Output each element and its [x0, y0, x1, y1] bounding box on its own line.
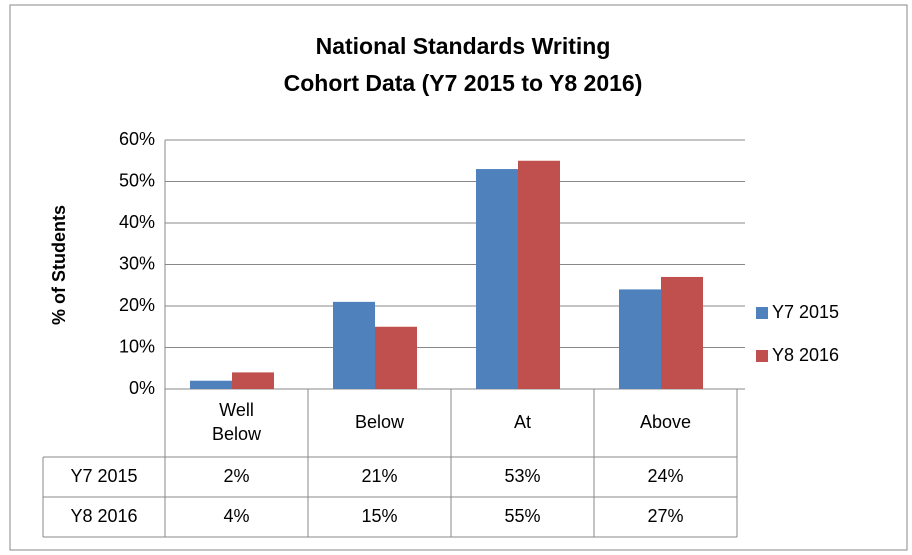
table-value: 15%	[361, 506, 397, 526]
table-value: 27%	[647, 506, 683, 526]
table-value: 53%	[504, 466, 540, 486]
legend-swatch	[756, 307, 768, 319]
y-tick-label: 30%	[119, 253, 155, 273]
table-value: 2%	[223, 466, 249, 486]
x-tick-label: Well Below	[212, 400, 262, 444]
y-tick-label: 0%	[129, 378, 155, 398]
bar	[476, 169, 518, 389]
bar	[232, 372, 274, 389]
y-tick-label: 50%	[119, 170, 155, 190]
legend-label: Y7 2015	[772, 302, 839, 322]
bar	[190, 380, 232, 389]
y-tick-label: 20%	[119, 295, 155, 315]
table-value: 24%	[647, 466, 683, 486]
chart-title: National Standards Writing	[316, 33, 611, 59]
table-series-name: Y8 2016	[70, 506, 137, 526]
bar	[518, 160, 560, 389]
y-tick-label: 40%	[119, 212, 155, 232]
table-value: 21%	[361, 466, 397, 486]
chart-border	[9, 4, 908, 551]
bar	[619, 289, 661, 389]
chart-title: Cohort Data (Y7 2015 to Y8 2016)	[284, 70, 643, 96]
legend-label: Y8 2016	[772, 345, 839, 365]
x-tick-label: Below	[355, 412, 405, 432]
x-tick-label: At	[514, 412, 531, 432]
table-value: 55%	[504, 506, 540, 526]
legend-swatch	[756, 350, 768, 362]
y-axis-title: % of Students	[49, 205, 69, 325]
y-tick-label: 60%	[119, 129, 155, 149]
y-tick-label: 10%	[119, 336, 155, 356]
bar	[333, 301, 375, 389]
x-tick-label: Above	[640, 412, 691, 432]
table-value: 4%	[223, 506, 249, 526]
bar	[375, 326, 417, 389]
table-series-name: Y7 2015	[70, 466, 137, 486]
bar	[661, 276, 703, 389]
